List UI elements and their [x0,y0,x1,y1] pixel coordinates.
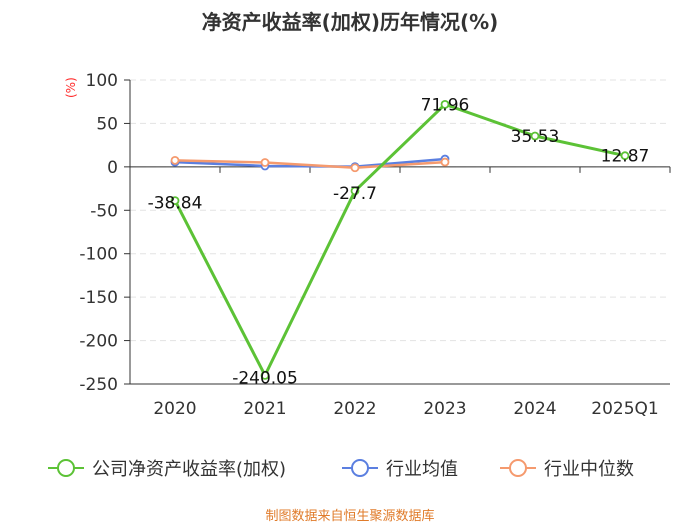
y-tick-label: 50 [96,114,118,134]
legend-label: 公司净资产收益率(加权) [92,459,286,480]
legend-marker [509,459,527,477]
data-label: 12.87 [601,147,650,167]
data-point [260,370,270,380]
y-tick-label: -200 [79,332,118,352]
data-point [260,158,270,167]
data-label: -240.05 [232,368,298,388]
data-point [530,131,540,141]
x-tick-label: 2020 [153,399,196,419]
data-point [350,163,360,173]
series-line-2 [174,159,446,169]
legend-label: 行业中位数 [544,459,634,480]
legend-marker [351,459,369,477]
y-tick-label: 100 [86,71,118,91]
y-tick-label: -150 [79,288,118,308]
y-tick-label: 0 [107,158,118,178]
data-label: 35.53 [511,127,560,147]
legend-marker [57,459,75,477]
y-tick-label: -50 [90,201,118,221]
chart-title: 净资产收益率(加权)历年情况(%) [201,10,499,34]
data-point [170,155,180,165]
x-tick-label: 2023 [423,399,466,419]
data-point [170,196,180,205]
data-point [350,186,360,196]
data-label: 71.96 [421,95,470,115]
x-tick-label: 2021 [243,399,286,419]
data-label: -27.7 [333,184,377,204]
line-chart: 100 50 0 -50 -100 -150 -200 -250 2020 2021 2022 202… [48,71,671,480]
data-point [620,151,630,161]
x-tick-label: 2022 [333,399,376,419]
data-source: 制图数据来自恒生聚源数据库 [265,509,435,524]
y-tick-label: -100 [79,245,118,265]
x-tick-label: 2025Q1 [591,399,658,419]
legend-label: 行业均值 [386,459,458,480]
y-tick-label: -250 [79,375,118,395]
data-point [440,157,450,167]
data-point [440,99,450,109]
data-label: -38.84 [148,194,203,214]
series-line-0 [173,102,626,377]
x-tick-label: 2024 [513,399,556,419]
